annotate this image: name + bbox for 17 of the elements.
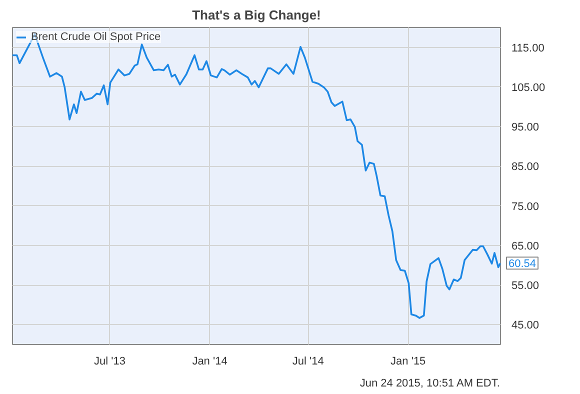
line-series [12,33,500,319]
y-tick-label: 115.00 [512,42,544,54]
y-tick-label: 85.00 [512,161,540,174]
y-tick-label: 45.00 [512,320,540,332]
x-tick-label: Jul '14 [292,356,324,368]
legend-label: Brent Crude Oil Spot Price [31,31,161,43]
x-tick-label: Jul '13 [94,356,126,368]
x-tick-label: Jan '14 [192,356,228,368]
y-tick-label: 105.00 [512,82,546,94]
y-tick-label: 95.00 [512,122,540,134]
y-tick-label: 75.00 [512,200,540,213]
y-tick-label: 65.00 [512,240,540,252]
y-tick-label: 55.00 [512,280,540,292]
chart-title: That's a Big Change! [192,8,321,22]
data-label: 60.54 [508,258,536,270]
x-tick-label: Jan '15 [390,356,426,368]
text: Jun 24 2015, 10:51 AM EDT. [360,378,500,390]
